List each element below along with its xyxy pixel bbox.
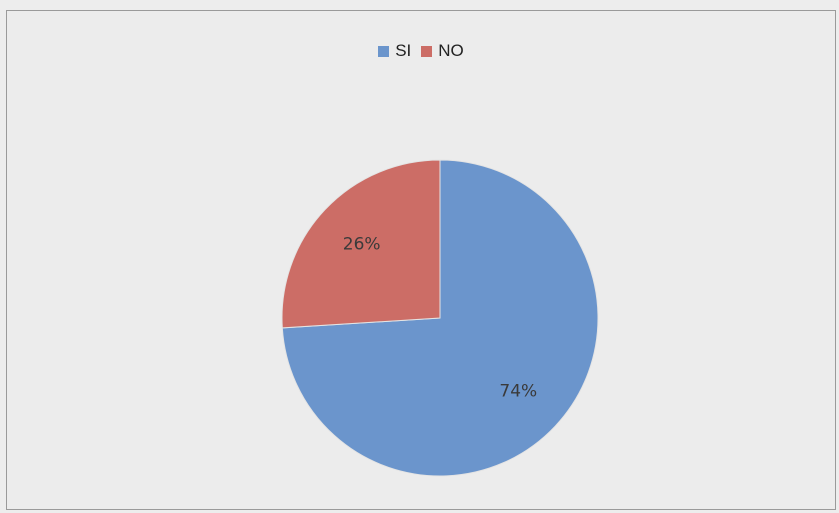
legend-swatch-no [421,45,433,57]
pie-chart: 74% 26% [281,159,599,477]
data-label-no: 26% [343,234,381,254]
legend-swatch-si [378,45,390,57]
legend: SI NO [7,41,835,61]
legend-label-si: SI [395,41,412,60]
pie-slice-no [281,159,441,329]
legend-item-no: NO [421,41,464,61]
chart-area: SI NO 74% 26% [6,10,836,510]
legend-label-no: NO [438,41,464,60]
legend-item-si: SI [378,41,411,61]
data-label-si: 74% [499,382,537,402]
